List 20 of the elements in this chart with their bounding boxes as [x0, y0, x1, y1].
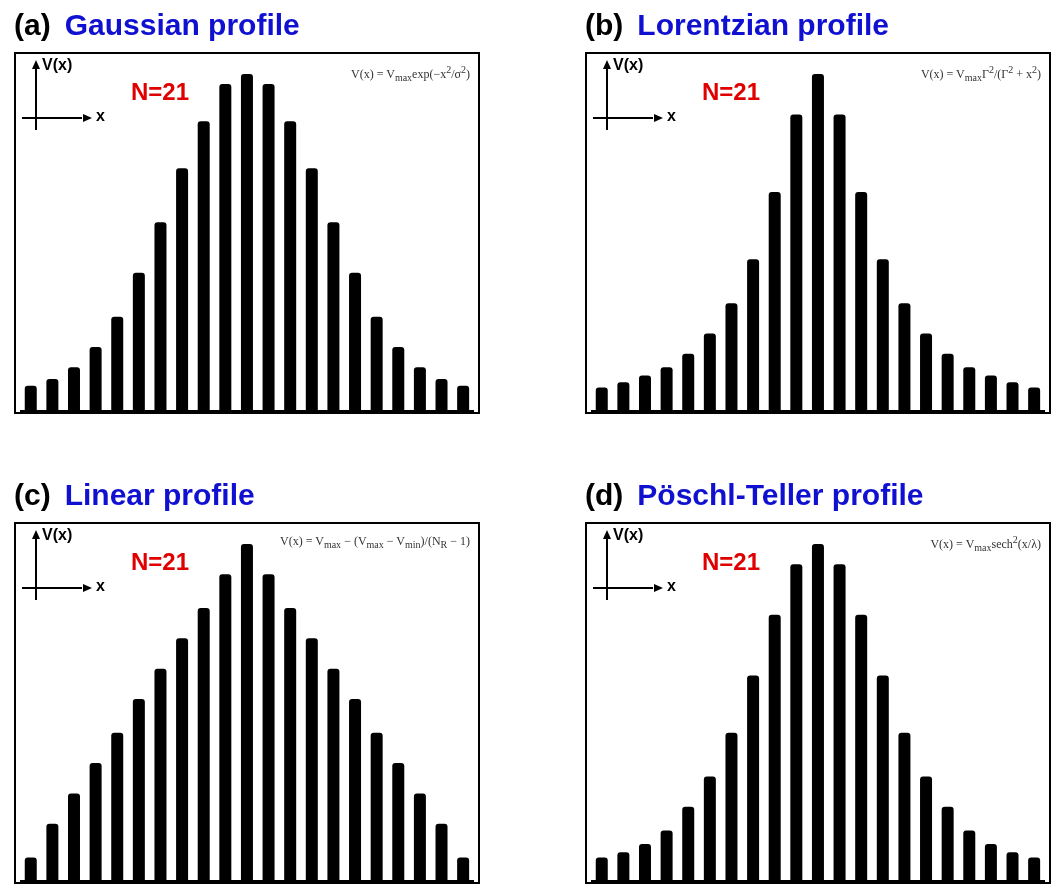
- annotation: x: [667, 577, 676, 595]
- chart-title: (c) Linear profile: [14, 478, 255, 511]
- annotation: x: [667, 107, 676, 125]
- text: V(x) = V$_{max}$Γ$^{2}$/(Γ$^{2}$ + x$^{2}$): [920, 64, 1041, 84]
- annotation: V(x) = V$_{max}$exp(−x$^{2}$/σ$^{2}$): [351, 64, 470, 84]
- annotation: N=21: [131, 78, 190, 106]
- text: V(x): [613, 526, 644, 544]
- annotation: N=21: [702, 548, 761, 576]
- chart-title: (a) Gaussian profile: [14, 8, 300, 41]
- annotation: N=21: [131, 548, 190, 576]
- annotation: V(x) = V$_{max}$sech$^{2}$(x/λ): [930, 534, 1041, 554]
- text: V(x): [613, 56, 644, 74]
- annotation: N=21: [702, 78, 761, 106]
- chart-title: (d) Pöschl-Teller profile: [585, 478, 924, 511]
- annotation: x: [96, 577, 105, 595]
- text: V(x): [42, 526, 73, 544]
- text: V(x): [42, 56, 73, 74]
- annotation: x: [96, 107, 105, 125]
- chart-title: (b) Lorentzian profile: [585, 8, 889, 41]
- text: V(x) = V$_{max}$ − (V$_{max}$ − V$_{min}$)/(N$_{R}$ − 1): [280, 534, 470, 551]
